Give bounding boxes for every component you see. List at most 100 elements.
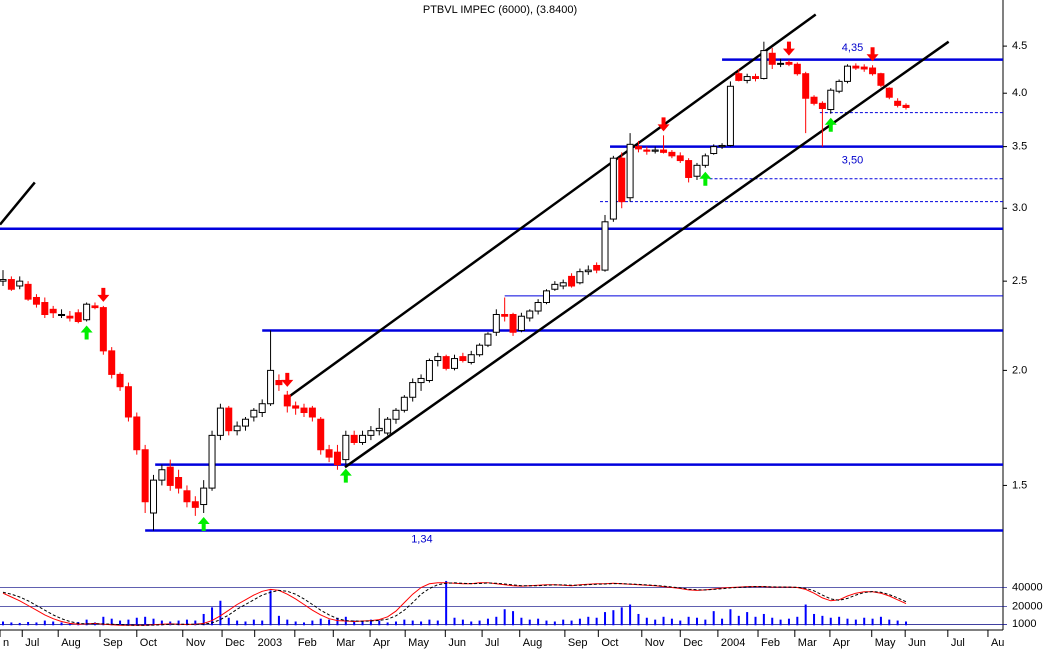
candle-body (492, 313, 500, 333)
candle-body (325, 449, 333, 458)
volume-bar (754, 616, 757, 626)
volume-bar (721, 618, 724, 626)
candle-body (32, 296, 40, 305)
candle-body (643, 149, 651, 152)
x-tick-label: Mar (336, 637, 355, 649)
x-tick-label: 2003 (258, 637, 282, 649)
volume-bar (528, 619, 531, 626)
volume-bar (712, 611, 715, 626)
volume-bar (871, 618, 874, 626)
x-tick-label: Jun (908, 637, 926, 649)
volume-bar (453, 617, 456, 626)
candle-body (434, 356, 442, 362)
volume-bar (353, 620, 356, 626)
volume-bar (804, 604, 807, 626)
candle-body (7, 279, 15, 290)
candle-body (384, 418, 392, 434)
volume-bar (879, 616, 882, 626)
volume-tick-label: 1000 (1012, 618, 1036, 630)
x-tick-label: May (408, 637, 429, 649)
volume-bar (436, 620, 439, 626)
sell-arrow (782, 41, 795, 56)
volume-bar (60, 622, 63, 626)
candle-body (576, 271, 584, 284)
volume-bar (896, 620, 899, 626)
candle-body (283, 394, 291, 407)
candle-body (894, 100, 902, 106)
candle-body (710, 146, 718, 155)
annotation: 1,34 (411, 533, 432, 545)
volume-bar (361, 621, 364, 626)
candle-body (350, 434, 358, 443)
volume-bar (637, 613, 640, 626)
volume-bar (411, 620, 414, 626)
sell-arrow (657, 117, 670, 132)
volume-bar (169, 621, 172, 626)
annotation: 3,50 (842, 154, 863, 166)
candle-body (124, 386, 132, 418)
candle-body (760, 50, 768, 79)
candle-body (451, 358, 459, 369)
candle-body (777, 62, 785, 65)
candle-body (701, 155, 709, 166)
candle-body (735, 73, 743, 81)
candle-body (559, 282, 567, 287)
volume-bar (420, 621, 423, 626)
volume-bar (244, 621, 247, 626)
candle-body (141, 449, 149, 503)
volume-bar (85, 619, 88, 626)
volume-bar (194, 620, 197, 626)
x-tick-label: n (3, 637, 9, 649)
volume-bar (319, 618, 322, 626)
volume-bar (495, 616, 498, 626)
candle-body (108, 350, 116, 375)
volume-bar (612, 610, 615, 626)
sell-arrow (281, 372, 294, 387)
candle-body (258, 403, 266, 414)
x-tick-label: Jul (951, 637, 965, 649)
candle-body (49, 308, 57, 314)
x-tick-label: 2004 (721, 637, 745, 649)
volume-bar (813, 613, 816, 626)
candle-body (359, 434, 367, 443)
volume-tick-label: 20000 (1012, 600, 1043, 612)
volume-bar (587, 616, 590, 626)
volume-tick-label: 40000 (1012, 581, 1043, 593)
volume-bar (746, 612, 749, 626)
volume-bar (537, 618, 540, 626)
volume-bar (620, 607, 623, 626)
x-tick-label: Dec (225, 637, 245, 649)
candle-body (183, 490, 191, 503)
buy-arrow (339, 468, 352, 483)
volume-bar (18, 622, 21, 626)
candle-body (484, 333, 492, 346)
volume-bar (553, 621, 556, 626)
volume-bar (512, 611, 515, 626)
x-tick-label: Jul (485, 637, 499, 649)
candle-body (158, 469, 166, 481)
candle-body (568, 275, 576, 287)
y-tick-label: 4.5 (1012, 40, 1027, 52)
candle-body (668, 151, 676, 157)
x-tick-label: Apr (833, 637, 850, 649)
candle-body (835, 80, 843, 92)
volume-bar (520, 617, 523, 626)
volume-bar (43, 620, 46, 626)
volume-bar (2, 621, 5, 626)
volume-bar (252, 619, 255, 626)
candle-body (768, 52, 776, 65)
volume-bar (261, 620, 264, 626)
volume-bar (578, 618, 581, 626)
candle-body (392, 409, 400, 420)
buy-arrow (699, 171, 712, 186)
x-tick-label: Sep (568, 637, 588, 649)
x-tick-label: Aug (61, 637, 81, 649)
candle-body (827, 89, 835, 111)
x-tick-label: Aug (523, 637, 543, 649)
candle-body (501, 313, 509, 317)
volume-bar (629, 604, 632, 626)
trend-line (344, 40, 950, 469)
volume-bar (478, 620, 481, 626)
